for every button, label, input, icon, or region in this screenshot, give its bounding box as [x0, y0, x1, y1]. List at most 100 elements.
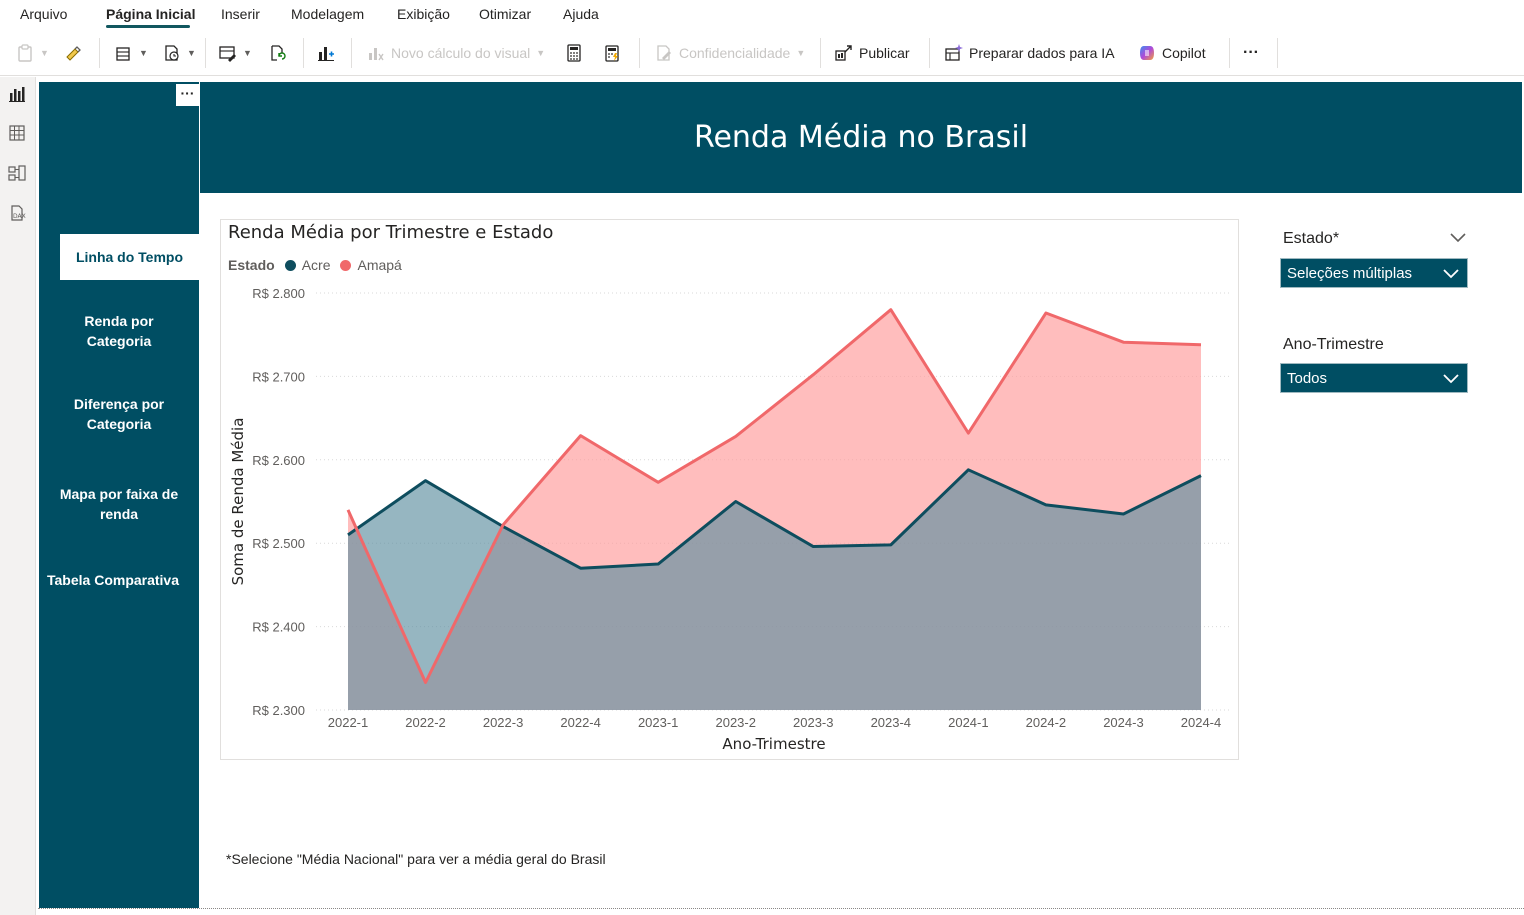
report-view-icon[interactable] — [8, 85, 26, 103]
chevron-down-icon: ▼ — [40, 48, 49, 58]
paste-button[interactable]: ▼ — [16, 30, 49, 76]
chevron-down-icon: ▼ — [796, 48, 806, 58]
y-tick-label: R$ 2.800 — [252, 286, 305, 301]
nav-diferenca-por-categoria-label: Diferença por Categoria — [73, 396, 165, 432]
prepare-ai-button[interactable]: Preparar dados para IA — [945, 30, 1115, 76]
calc-chart-icon — [369, 48, 384, 61]
area-chart-visual[interactable]: Renda Média por Trimestre e Estado Estad… — [220, 219, 1239, 760]
legend-dot-acre — [284, 259, 296, 271]
transform-data-button[interactable]: ▼ — [219, 30, 252, 76]
prepare-ai-label: Preparar dados para IA — [969, 45, 1115, 61]
refresh-document-icon — [271, 45, 286, 61]
clipboard-icon — [18, 44, 32, 62]
shield-pencil-icon — [657, 45, 671, 61]
slicer-trimestre-value: Todos — [1287, 369, 1328, 387]
x-tick-label: 2024-1 — [948, 715, 988, 730]
new-visual-calc-button[interactable]: Novo cálculo do visual ▼ — [367, 30, 545, 76]
toolbar-separator — [820, 38, 821, 68]
menu-arquivo[interactable]: Arquivo — [20, 6, 68, 22]
new-measure-button[interactable] — [565, 30, 583, 76]
menu-pagina-inicial[interactable]: Página Inicial — [106, 6, 196, 22]
toolbar-separator — [1229, 38, 1230, 68]
model-view-icon[interactable] — [8, 164, 26, 182]
report-header: Renda Média no Brasil — [200, 82, 1522, 193]
view-switcher-rail: DAX — [0, 77, 36, 915]
x-tick-label: 2022-2 — [405, 715, 445, 730]
sensitivity-button[interactable]: Confidencialidade ▼ — [655, 30, 805, 76]
menu-ajuda[interactable]: Ajuda — [563, 6, 599, 22]
x-tick-label: 2023-4 — [871, 715, 911, 730]
y-tick-label: R$ 2.700 — [252, 369, 305, 384]
toolbar-separator — [205, 38, 206, 68]
menu-modelagem[interactable]: Modelagem — [291, 6, 365, 22]
legend-title: Estado — [228, 257, 275, 273]
nav-tabela-comparativa[interactable]: Tabela Comparativa — [47, 572, 180, 588]
menu-exibicao[interactable]: Exibição — [397, 6, 450, 22]
x-tick-label: 2024-3 — [1103, 715, 1143, 730]
new-visual-button[interactable] — [317, 30, 335, 76]
visual-more-options-icon[interactable]: ··· — [176, 84, 199, 106]
new-visual-calc-label: Novo cálculo do visual — [391, 45, 531, 61]
x-axis-title: Ano-Trimestre — [722, 735, 825, 753]
toolbar-separator — [929, 38, 930, 68]
menu-inserir[interactable]: Inserir — [221, 6, 260, 22]
chart-title: Renda Média por Trimestre e Estado — [228, 222, 554, 243]
table-view-icon[interactable] — [8, 124, 26, 142]
active-menu-underline — [106, 25, 190, 28]
line-acre — [347, 468, 1202, 570]
y-axis-title: Soma de Renda Média — [229, 418, 247, 586]
publish-button[interactable]: Publicar — [835, 30, 910, 76]
toolbar-separator — [1277, 38, 1278, 68]
page-title: Renda Média no Brasil — [693, 120, 1029, 155]
chart-plot: R$ 2.800 R$ 2.700 R$ 2.600 R$ 2.500 R$ 2.400… — [229, 286, 1229, 753]
chevron-down-icon: ▼ — [187, 48, 196, 58]
slicer-trimestre-dropdown[interactable]: Todos — [1280, 363, 1468, 393]
clock-document-icon — [165, 45, 179, 61]
legend-dot-amapa — [340, 259, 352, 271]
x-tick-label: 2023-3 — [793, 715, 833, 730]
x-tick-label: 2023-2 — [715, 715, 755, 730]
quick-measure-button[interactable] — [603, 30, 621, 76]
chevron-down-icon: ▼ — [243, 48, 252, 58]
publish-icon — [835, 45, 852, 61]
y-tick-label: R$ 2.600 — [252, 453, 305, 468]
toolbar-separator — [639, 38, 640, 68]
brush-icon — [66, 46, 81, 61]
ribbon-toolbar: ▼ ▼ ▼ ▼ Novo cálculo do visual ▼ Confide… — [0, 30, 1524, 76]
nav-renda-por-categoria-label: Renda por Categoria — [84, 313, 154, 349]
toolbar-separator — [303, 38, 304, 68]
refresh-button[interactable] — [269, 30, 287, 76]
recent-sources-button[interactable]: ▼ — [163, 30, 196, 76]
slicer-estado-value: Seleções múltiplas — [1287, 264, 1413, 282]
get-data-button[interactable]: ▼ — [115, 30, 148, 76]
format-painter-button[interactable] — [64, 30, 82, 76]
nav-diferenca-por-categoria[interactable]: Diferença por Categoria — [39, 394, 199, 434]
nav-renda-por-categoria[interactable]: Renda por Categoria — [39, 311, 199, 351]
more-options-button[interactable]: ··· — [1243, 30, 1259, 76]
copilot-button[interactable]: Copilot — [1138, 30, 1206, 76]
x-tick-label: 2022-4 — [560, 715, 600, 730]
line-amapa — [346, 308, 1202, 684]
legend-label-amapa[interactable]: Amapá — [357, 257, 402, 273]
canvas-bottom-border — [38, 908, 1524, 909]
chevron-down-icon: ▼ — [139, 48, 148, 58]
menu-bar: Arquivo Página Inicial Inserir Modelagem… — [0, 0, 1524, 30]
copilot-icon — [1140, 46, 1154, 60]
database-icon — [116, 47, 130, 61]
menu-otimizar[interactable]: Otimizar — [479, 6, 532, 22]
dax-query-view-icon[interactable]: DAX — [8, 204, 26, 222]
slicer-estado-dropdown[interactable]: Seleções múltiplas — [1280, 258, 1468, 288]
copilot-label: Copilot — [1162, 45, 1206, 61]
nav-mapa-por-faixa[interactable]: Mapa por faixa de renda — [39, 484, 199, 524]
table-edit-icon — [219, 46, 236, 62]
legend-label-acre[interactable]: Acre — [301, 257, 331, 273]
chevron-down-icon: ▼ — [536, 48, 546, 58]
x-tick-label: 2024-4 — [1181, 715, 1221, 730]
chart-legend: Estado Acre Amapá — [228, 257, 402, 273]
nav-linha-do-tempo[interactable]: Linha do Tempo — [60, 234, 199, 280]
toolbar-separator — [99, 38, 100, 68]
slicer-estado-label: Estado* — [1283, 230, 1340, 247]
area-acre — [348, 469, 1201, 710]
chevron-down-icon[interactable] — [1448, 228, 1468, 246]
chart-add-icon — [318, 47, 334, 61]
